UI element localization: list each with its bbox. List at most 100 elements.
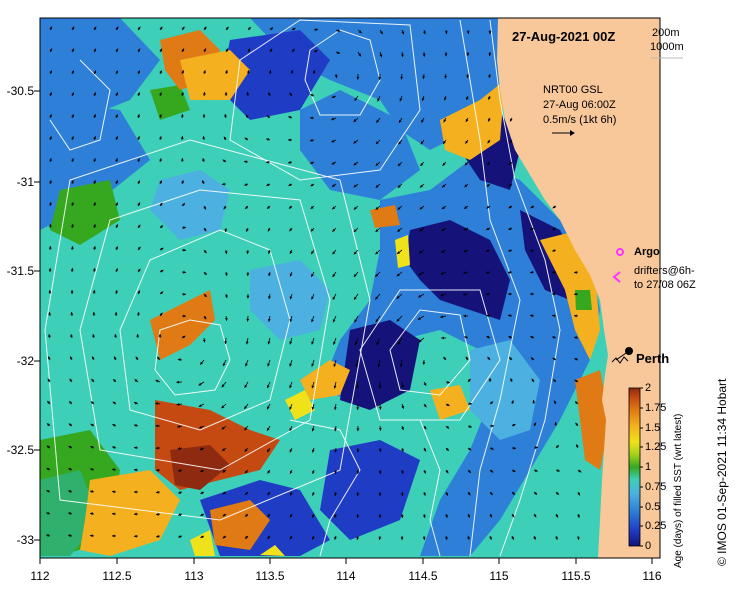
current-vector-head [469, 402, 472, 406]
current-vector-head [334, 75, 338, 78]
current-vector-head [288, 138, 291, 142]
current-vector-head [114, 312, 118, 315]
current-vector-head [552, 270, 555, 274]
current-vector-head [334, 407, 337, 410]
current-vector-head [490, 469, 494, 473]
current-vector-head [375, 184, 379, 188]
current-vector-head [290, 470, 293, 474]
current-vector-head [401, 385, 404, 388]
current-vector-head [552, 249, 556, 252]
current-vector-head [310, 161, 314, 164]
current-vector-head [268, 296, 271, 299]
current-vector-head [267, 470, 271, 474]
current-vector-head [423, 448, 426, 452]
drifters-label-line1: drifters@6h- [634, 265, 695, 277]
current-vector-head [70, 356, 73, 360]
current-vector-head [71, 92, 74, 96]
current-vector-head [375, 229, 379, 232]
current-vector-head [155, 379, 159, 383]
current-vector-head [530, 227, 534, 230]
current-vector-head [353, 274, 357, 277]
current-vector-head [334, 428, 337, 432]
current-vector-head [225, 26, 229, 30]
current-vector-head [199, 447, 203, 451]
current-vector-head [380, 31, 383, 35]
current-vector-head [93, 180, 96, 184]
current-vector-head [246, 251, 250, 254]
current-vector-head [466, 97, 469, 100]
current-vector-head [490, 401, 494, 405]
current-vector-head [289, 92, 293, 96]
current-vector-head [221, 405, 225, 409]
current-vector-head [178, 513, 182, 516]
current-vector-head [397, 228, 401, 232]
argo-marker-icon [616, 248, 624, 256]
current-vector-head [137, 224, 141, 228]
current-vector-head [491, 424, 494, 428]
current-vector-head [159, 158, 162, 162]
current-vector-head [137, 180, 140, 184]
current-vector-head [202, 114, 206, 117]
current-vector-head [574, 270, 577, 274]
current-vector-head [486, 314, 489, 318]
current-vector-head [268, 70, 272, 73]
current-vector-head [159, 48, 162, 52]
scale-label: 0.5m/s (1kt 6h) [543, 114, 617, 126]
current-vector-head [289, 341, 293, 345]
current-vector-head [290, 70, 294, 73]
colorbar-tick-label: 0.25 [645, 520, 667, 532]
current-vector-head [270, 27, 273, 31]
current-vector-head [530, 336, 534, 339]
current-vector-head [312, 514, 315, 518]
x-tick-label: 116 [642, 569, 662, 583]
current-vector-head [397, 206, 401, 210]
current-vector-head [337, 51, 340, 54]
current-vector-head [397, 184, 401, 188]
current-vector-head [417, 317, 421, 320]
current-vector-head [137, 136, 140, 140]
current-vector-head [160, 270, 164, 273]
current-vector-head [486, 249, 489, 252]
current-vector-head [530, 292, 533, 296]
current-vector-head [535, 446, 538, 450]
current-vector-head [49, 70, 52, 74]
current-vector-head [401, 448, 404, 452]
current-vector-head [71, 202, 74, 206]
current-vector-head [134, 534, 137, 538]
current-vector-head [224, 273, 228, 276]
current-vector-head [137, 246, 141, 250]
current-vector-head [311, 228, 314, 232]
current-vector-head [378, 537, 382, 540]
current-vector-head [421, 119, 424, 123]
current-vector-head [49, 48, 52, 52]
current-vector-head [376, 342, 380, 346]
current-vector-head [183, 270, 186, 274]
current-vector-head [136, 334, 140, 337]
current-vector-head [245, 491, 248, 495]
current-vector-head [221, 384, 225, 388]
current-vector-head [178, 469, 182, 472]
current-vector-head [156, 490, 159, 494]
current-vector-head [223, 136, 227, 140]
land-mass [497, 18, 660, 558]
current-vector-head [224, 229, 228, 232]
city-label-perth: Perth [636, 351, 670, 366]
current-vector-head [423, 382, 427, 386]
current-vector-head [49, 92, 52, 96]
current-vector-head [511, 400, 514, 404]
current-vector-head [578, 469, 582, 473]
current-vector-head [466, 53, 470, 56]
current-vector-head [310, 94, 314, 97]
current-vector-head [445, 470, 449, 474]
current-vector-head [508, 205, 512, 209]
current-vector-head [378, 406, 382, 410]
current-vector-head [534, 491, 537, 495]
current-vector-head [508, 249, 512, 252]
current-vector-head [467, 536, 470, 540]
current-vector-head [112, 534, 115, 538]
current-vector-head [487, 162, 490, 165]
current-vector-head [288, 116, 292, 119]
current-vector-head [378, 471, 382, 474]
current-vector-head [200, 535, 204, 538]
current-vector-head [157, 356, 160, 360]
